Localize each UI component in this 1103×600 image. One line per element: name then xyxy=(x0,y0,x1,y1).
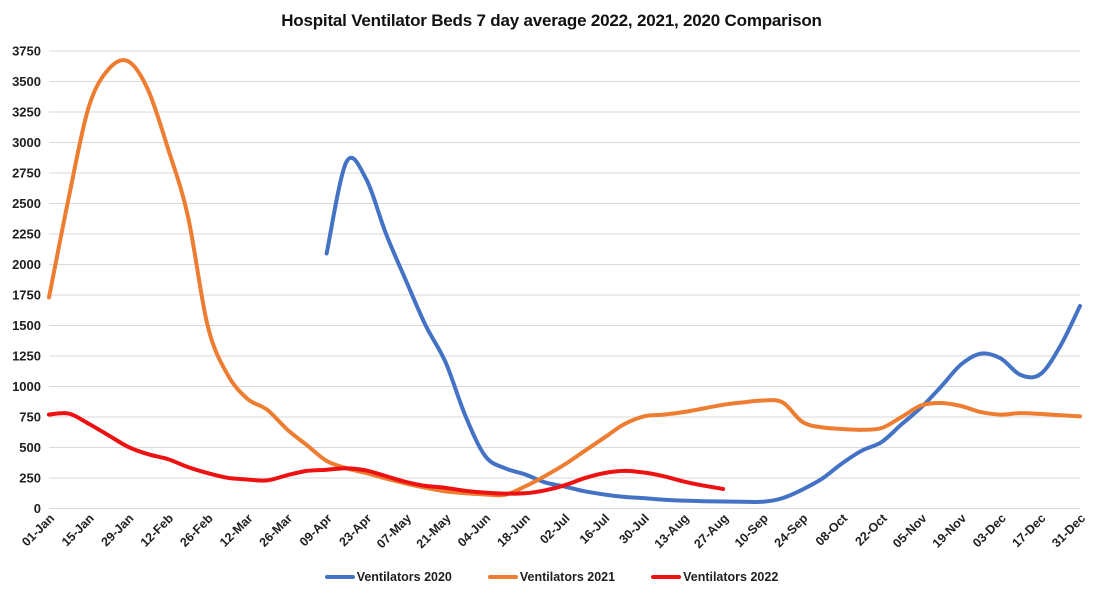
x-axis-tick-label: 19-Nov xyxy=(930,511,969,550)
x-axis-tick-label: 09-Apr xyxy=(297,511,335,549)
y-axis-tick-label: 1500 xyxy=(12,318,41,333)
y-axis-tick-label: 3500 xyxy=(12,74,41,89)
x-axis-tick-label: 31-Dec xyxy=(1049,511,1088,550)
legend-item-ventilators-2020: Ventilators 2020 xyxy=(324,570,452,584)
y-axis-tick-label: 2500 xyxy=(12,196,41,211)
y-axis-tick-label: 0 xyxy=(34,501,41,516)
x-axis-tick-label: 18-Jun xyxy=(495,511,533,549)
y-axis-tick-label: 2000 xyxy=(12,257,41,272)
x-axis-tick-label: 10-Sep xyxy=(732,511,771,550)
x-axis-tick-label: 26-Mar xyxy=(257,511,295,549)
y-axis-tick-label: 3000 xyxy=(12,135,41,150)
x-axis-tick-label: 08-Oct xyxy=(813,511,851,549)
legend: Ventilators 2020 Ventilators 2021 Ventilat… xyxy=(0,570,1103,584)
y-axis-tick-label: 500 xyxy=(19,440,41,455)
x-axis-tick-label: 04-Jun xyxy=(455,511,493,549)
x-axis-tick-label: 24-Sep xyxy=(772,511,811,550)
legend-swatch xyxy=(651,575,682,579)
legend-item-ventilators-2022: Ventilators 2022 xyxy=(651,570,778,584)
series-line-ventilators-2020 xyxy=(324,155,1082,505)
x-axis-tick-label: 27-Aug xyxy=(691,511,731,551)
x-axis-tick-label: 01-Jan xyxy=(19,511,57,549)
y-axis-tick-label: 2250 xyxy=(12,227,41,242)
y-axis-tick-label: 1000 xyxy=(12,379,41,394)
y-axis-tick-label: 3250 xyxy=(12,105,41,120)
y-axis-tick-label: 1250 xyxy=(12,349,41,364)
legend-swatch xyxy=(487,575,518,579)
y-axis-tick-label: 2750 xyxy=(12,166,41,181)
x-axis-tick-label: 12-Feb xyxy=(138,511,177,550)
legend-label: Ventilators 2021 xyxy=(519,570,616,584)
y-axis-tick-label: 250 xyxy=(19,471,41,486)
x-axis-tick-label: 22-Oct xyxy=(852,511,890,549)
legend-swatch xyxy=(324,575,355,579)
x-axis-tick-label: 03-Dec xyxy=(970,511,1009,550)
x-axis-tick-label: 02-Jul xyxy=(537,511,572,546)
series-line-ventilators-2022 xyxy=(47,411,726,496)
x-axis-tick-label: 15-Jan xyxy=(59,511,97,549)
x-axis-tick-label: 30-Jul xyxy=(616,511,651,546)
x-axis-tick-label: 26-Feb xyxy=(177,511,216,550)
series-line-ventilators-2021 xyxy=(47,58,1082,498)
y-axis-tick-label: 3750 xyxy=(12,44,41,59)
legend-item-ventilators-2021: Ventilators 2021 xyxy=(487,570,616,584)
x-axis-tick-label: 29-Jan xyxy=(99,511,137,549)
x-axis-tick-label: 07-May xyxy=(374,511,414,551)
y-axis-tick-label: 750 xyxy=(19,410,41,425)
y-axis-tick-label: 1750 xyxy=(12,288,41,303)
x-axis-tick-label: 05-Nov xyxy=(890,511,929,550)
chart-title: Hospital Ventilator Beds 7 day average 2… xyxy=(281,11,822,30)
x-axis-tick-label: 16-Jul xyxy=(577,511,612,546)
legend-label: Ventilators 2020 xyxy=(356,570,452,584)
x-axis-tick-label: 21-May xyxy=(414,511,454,551)
legend-label: Ventilators 2022 xyxy=(683,570,779,584)
x-axis-tick-label: 12-Mar xyxy=(217,511,255,549)
x-axis-tick-label: 23-Apr xyxy=(336,511,374,549)
x-axis-tick-label: 17-Dec xyxy=(1010,511,1049,550)
x-axis-tick-label: 13-Aug xyxy=(652,511,692,551)
